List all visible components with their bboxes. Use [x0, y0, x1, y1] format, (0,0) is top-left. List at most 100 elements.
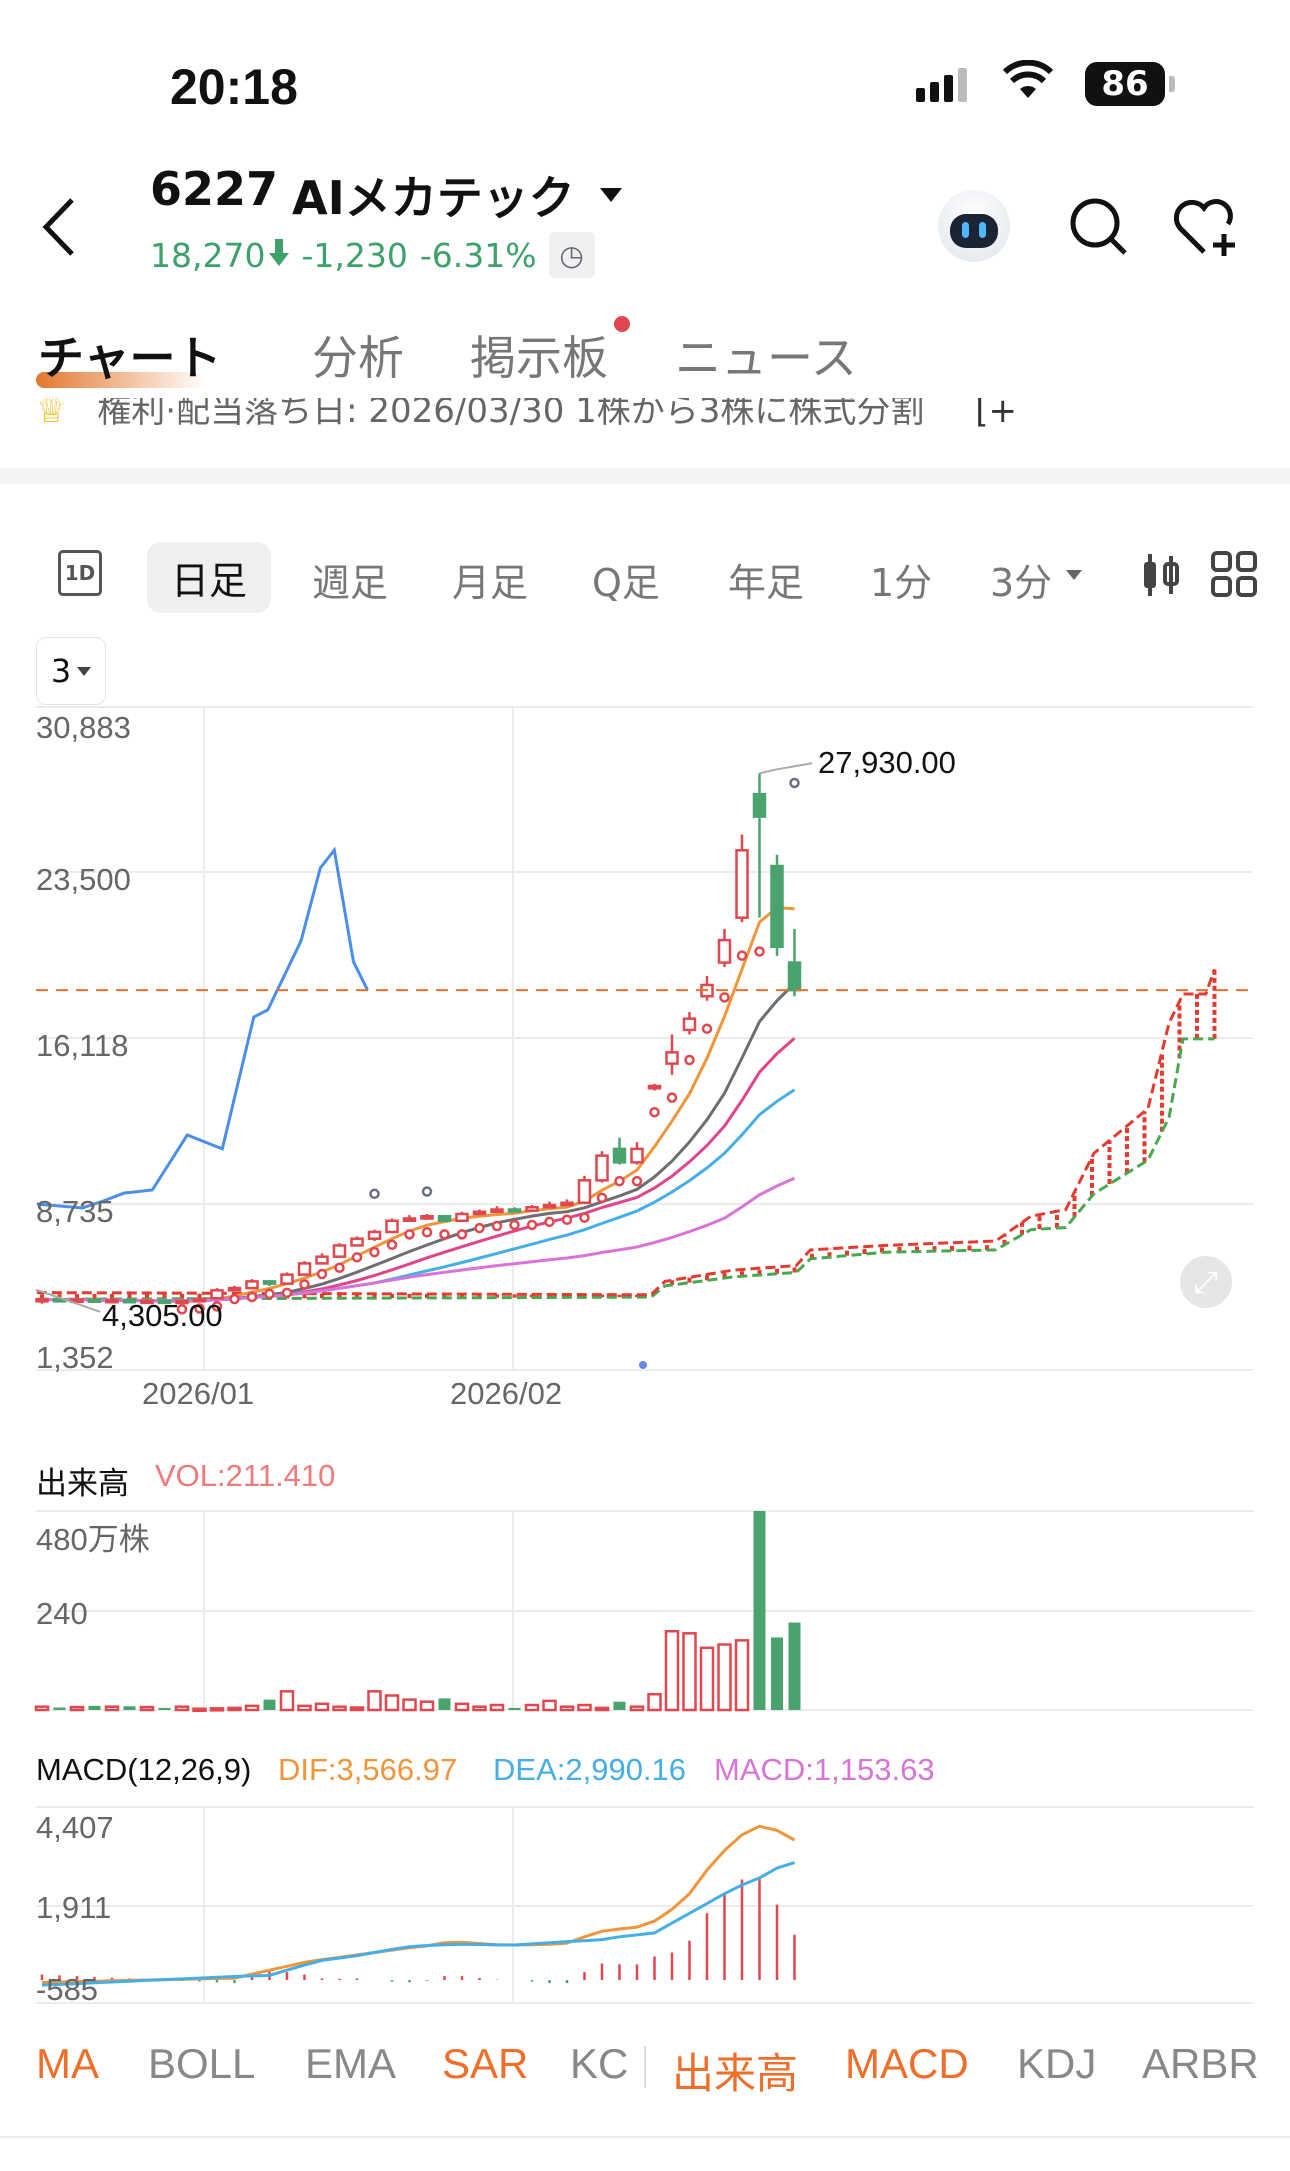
volume-bar	[664, 1629, 680, 1712]
new-badge-dot	[614, 316, 630, 332]
volume-bar	[244, 1704, 260, 1712]
sar-dot	[404, 1229, 415, 1240]
sar-dot	[421, 1227, 433, 1238]
macd-y-tick: 4,407	[36, 1810, 114, 1845]
sar-dot	[684, 1054, 695, 1066]
volume-bar	[717, 1643, 732, 1712]
candle-body	[70, 1298, 84, 1304]
candle-body	[192, 1298, 207, 1303]
candle-body	[227, 1286, 242, 1292]
sar-dot	[316, 1268, 328, 1280]
period-1min[interactable]: 1分	[870, 561, 933, 605]
sar-dot	[526, 1219, 538, 1231]
sar-dot	[789, 777, 800, 789]
volume-bar	[594, 1706, 610, 1712]
period-quarterly[interactable]: Q足	[592, 561, 660, 605]
search-icon[interactable]	[1068, 196, 1130, 262]
layout-grid-icon[interactable]	[1210, 550, 1258, 602]
volume-bar	[682, 1632, 697, 1712]
indicator-divider	[644, 2046, 646, 2088]
volume-bar	[613, 1701, 626, 1710]
candle-body	[682, 1017, 697, 1032]
candle-body	[245, 1280, 259, 1290]
low-price-label: 4,305.00	[102, 1298, 223, 1333]
volume-bar	[88, 1705, 101, 1710]
indicator-arbr[interactable]: ARBR	[1142, 2040, 1259, 2087]
volume-bar	[489, 1703, 505, 1712]
period-weekly[interactable]: 週足	[312, 561, 389, 605]
marker-dot	[639, 1361, 647, 1369]
add-favorite-heart-icon[interactable]	[1172, 196, 1242, 262]
ma14-line	[41, 1037, 796, 1303]
notice-banner[interactable]: ♕ 権利·配当落ち日: 2026/03/30 1株から3株に株式分割 ⌊+	[36, 398, 1017, 438]
sar-dot	[246, 1291, 258, 1303]
stock-name[interactable]: AIメカテック	[292, 171, 575, 225]
price-change-pct: -6.31%	[419, 235, 537, 275]
tab-analysis[interactable]: 分析	[312, 331, 404, 385]
sar-dot	[614, 1175, 625, 1187]
candle-body	[402, 1217, 417, 1222]
indicator-count-dropdown[interactable]: 3	[36, 637, 106, 705]
volume-bar	[524, 1703, 540, 1712]
indicator-boll[interactable]: BOLL	[148, 2040, 256, 2087]
candle-body	[490, 1208, 504, 1214]
notice-text: 権利·配当落ち日: 2026/03/30 1株から3株に株式分割	[97, 398, 925, 431]
current-price: 18,270	[150, 235, 266, 275]
indicator-macd[interactable]: MACD	[845, 2040, 969, 2087]
ai-assistant-robot-icon[interactable]	[938, 190, 1010, 262]
macd-title: MACD(12,26,9)	[36, 1752, 252, 1787]
volume-bar	[629, 1705, 645, 1712]
candle-body	[350, 1237, 364, 1247]
sar-dot	[194, 1303, 205, 1314]
x-tick: 2026/02	[450, 1376, 563, 1411]
volume-bar	[699, 1646, 715, 1712]
volume-bar	[542, 1699, 557, 1712]
dif-line	[41, 1824, 796, 1984]
tab-board[interactable]: 掲示板	[470, 331, 608, 385]
volume-y-tick: 480万株	[36, 1522, 150, 1557]
candle-body	[175, 1299, 189, 1305]
clock-icon[interactable]: ◷	[548, 232, 595, 278]
candle-body	[420, 1215, 434, 1220]
sar-dot	[229, 1293, 240, 1305]
open-notice-icon[interactable]: ⌊+	[975, 398, 1017, 431]
sar-dot	[211, 1301, 223, 1312]
macd-y-tick: 1,911	[36, 1890, 112, 1925]
period-daily[interactable]: 日足	[147, 542, 272, 613]
battery-level: 86	[1101, 64, 1149, 104]
expand-icon[interactable]: ⤢	[1180, 1256, 1232, 1308]
status-time: 20:18	[170, 59, 298, 115]
indicator-kc[interactable]: KC	[570, 2040, 629, 2087]
bottom-divider	[0, 2136, 1290, 2138]
back-button[interactable]	[38, 196, 78, 262]
indicator-ma[interactable]: MA	[36, 2040, 99, 2087]
candle-body	[752, 792, 767, 818]
macd-dea-value: DEA:2,990.16	[493, 1752, 687, 1787]
chevron-down-icon[interactable]	[600, 188, 622, 202]
period-monthly[interactable]: 月足	[452, 561, 529, 605]
sar-dot	[386, 1239, 398, 1251]
sar-dot	[596, 1192, 608, 1204]
indicator-volume[interactable]: 出来高	[672, 2050, 799, 2097]
candlestick-type-icon[interactable]	[1140, 552, 1182, 602]
y-tick: 8,735	[36, 1194, 114, 1229]
period-3min[interactable]: 3分	[990, 561, 1053, 605]
period-1d-icon[interactable]: 1D	[58, 550, 102, 596]
sar-dot	[421, 1186, 433, 1197]
candle-body	[525, 1206, 539, 1212]
indicator-sar[interactable]: SAR	[442, 2040, 529, 2087]
sar-dot	[299, 1279, 310, 1290]
tab-news[interactable]: ニュース	[675, 331, 857, 385]
sar-dot	[631, 1175, 643, 1187]
indicator-ema[interactable]: EMA	[305, 2040, 397, 2087]
candle-body	[297, 1262, 312, 1276]
y-tick: 1,352	[36, 1340, 114, 1375]
period-yearly[interactable]: 年足	[728, 561, 805, 605]
volume-bar	[367, 1690, 382, 1712]
tab-chart[interactable]: チャート	[38, 331, 222, 385]
high-leader-line	[759, 762, 813, 775]
indicator-kdj[interactable]: KDJ	[1017, 2040, 1097, 2087]
sar-dot	[561, 1214, 573, 1225]
chevron-down-icon[interactable]	[1066, 570, 1082, 580]
